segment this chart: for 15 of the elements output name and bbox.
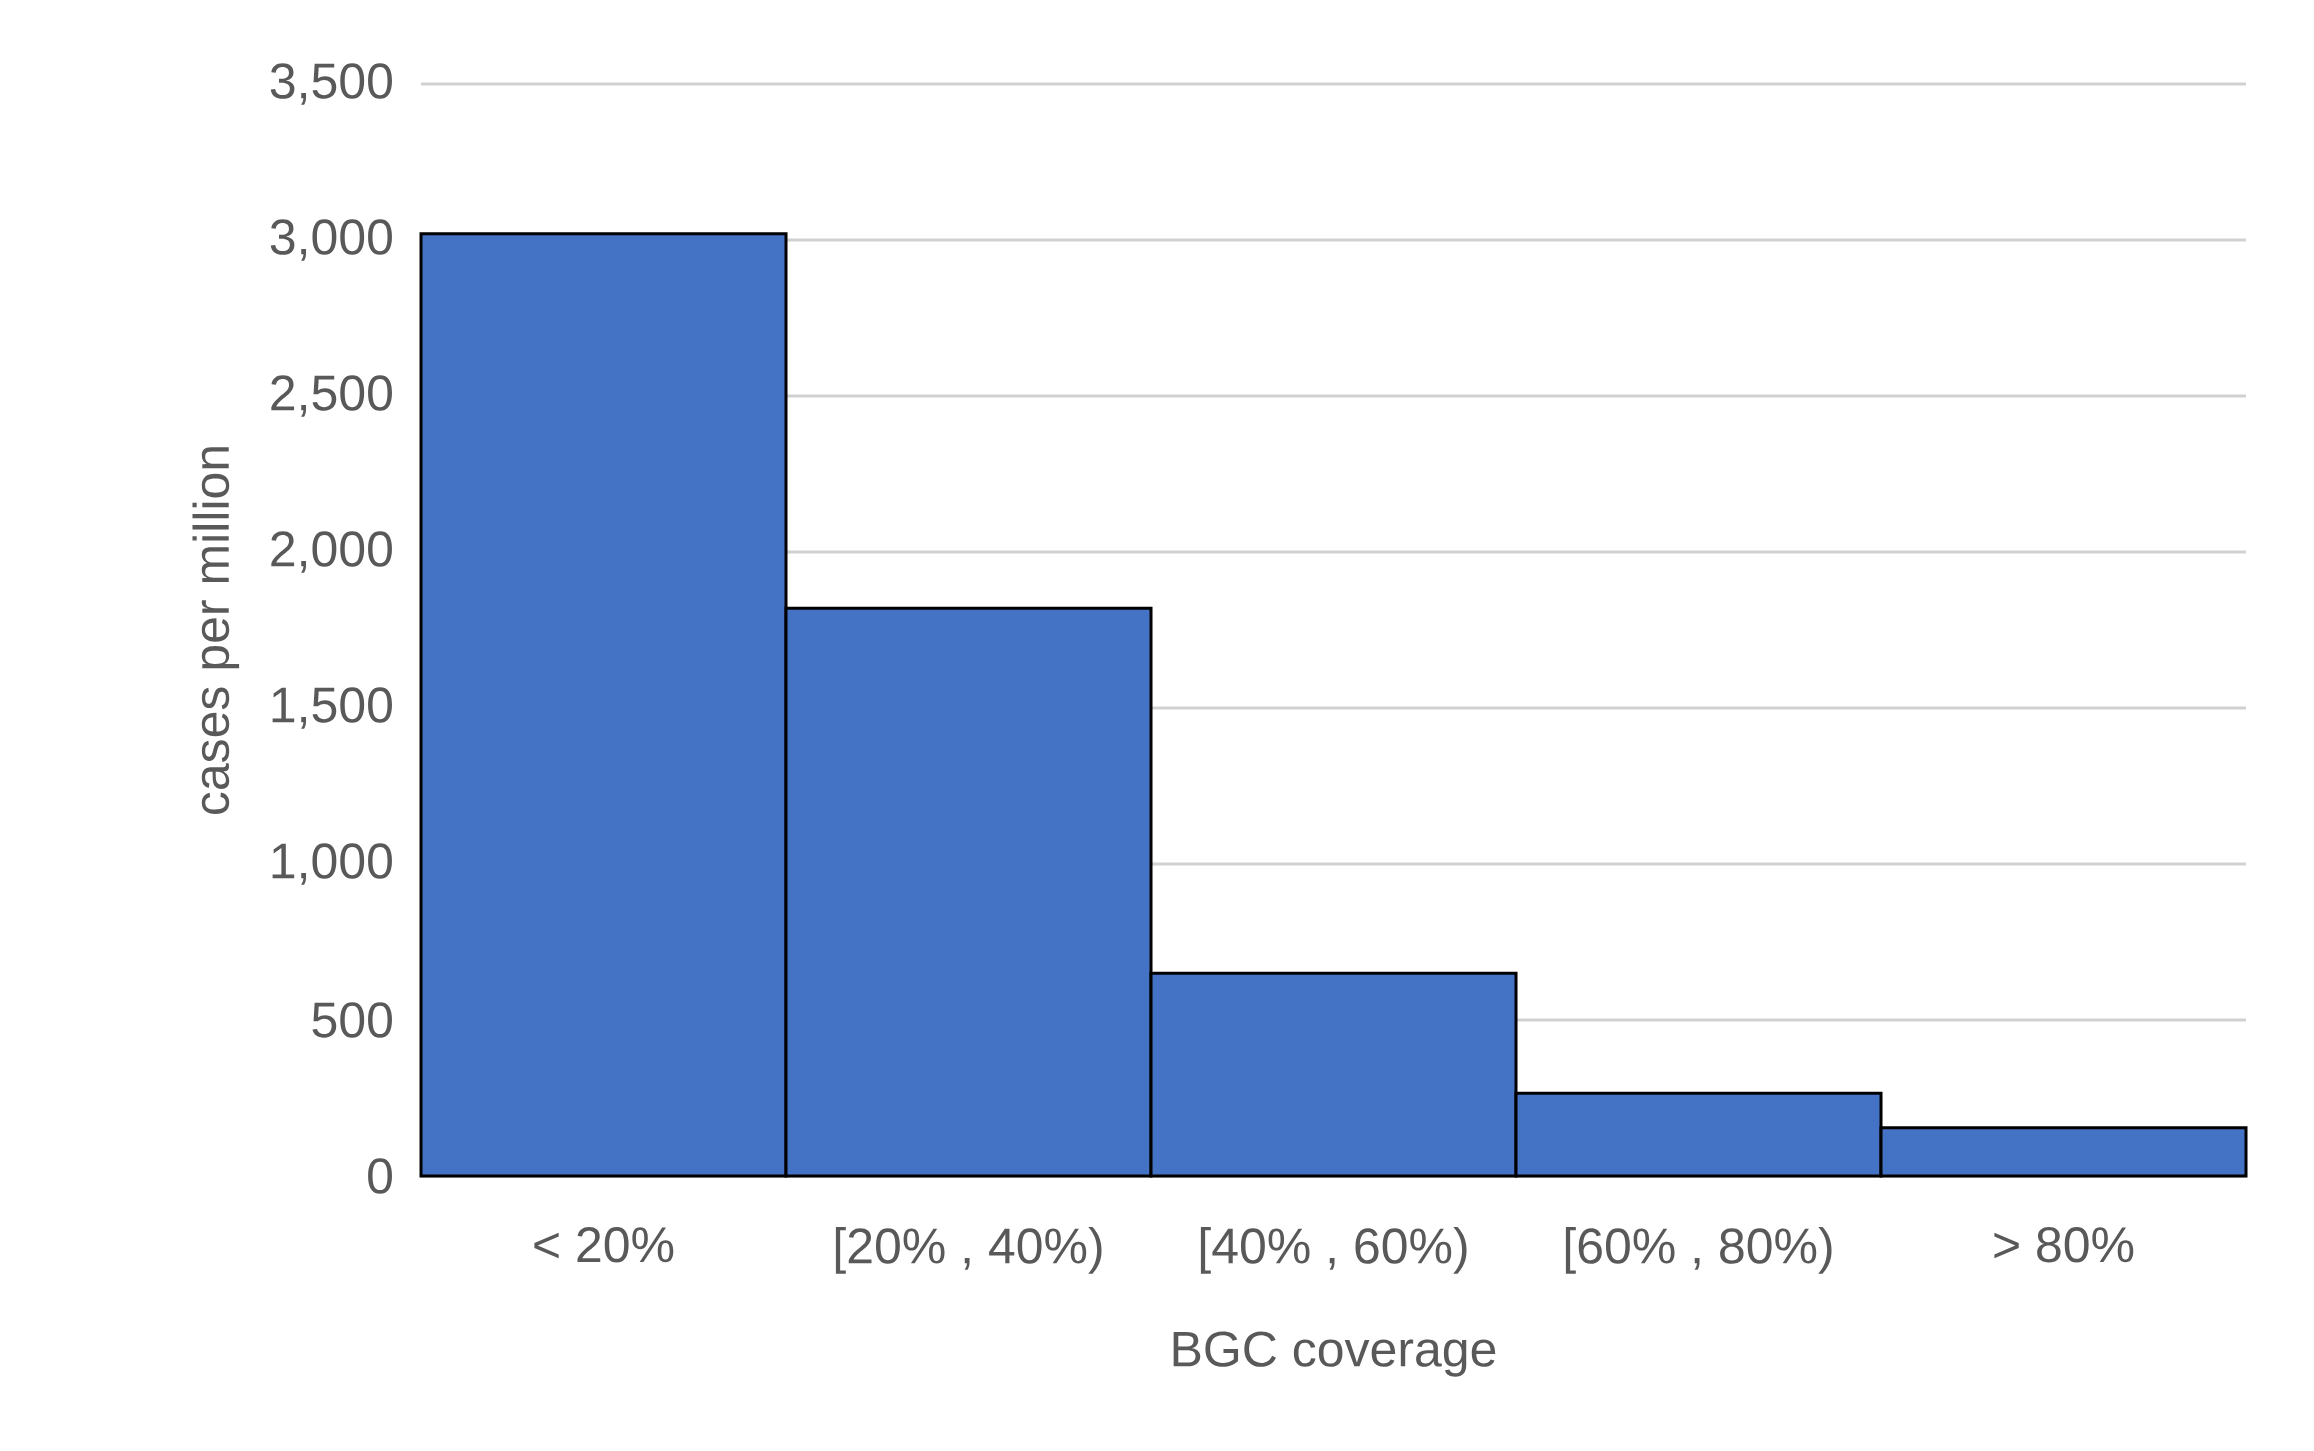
y-tick-label: 1,500 [272, 687, 392, 729]
y-tick-label: 3,000 [270, 219, 392, 261]
y-tick-label: 500 [312, 1002, 392, 1038]
y-axis-title: cases per million [192, 447, 240, 815]
x-tick-label: [60% , 80%) [1565, 1227, 1832, 1274]
y-tick-label: 3,500 [270, 63, 392, 105]
y-tick-label: 0 [368, 1158, 392, 1194]
x-tick-label: [40% , 60%) [1200, 1227, 1467, 1274]
y-tick-label: 2,000 [271, 531, 392, 573]
y-tick-label: 1,000 [272, 843, 392, 885]
x-tick-label: < 20% [534, 1227, 674, 1263]
x-axis-title: BGC coverage [1173, 1331, 1496, 1377]
x-tick-label: [20% , 40%) [835, 1227, 1102, 1274]
x-tick-label: > 80% [1994, 1227, 2134, 1263]
y-tick-label: 2,500 [271, 375, 392, 417]
